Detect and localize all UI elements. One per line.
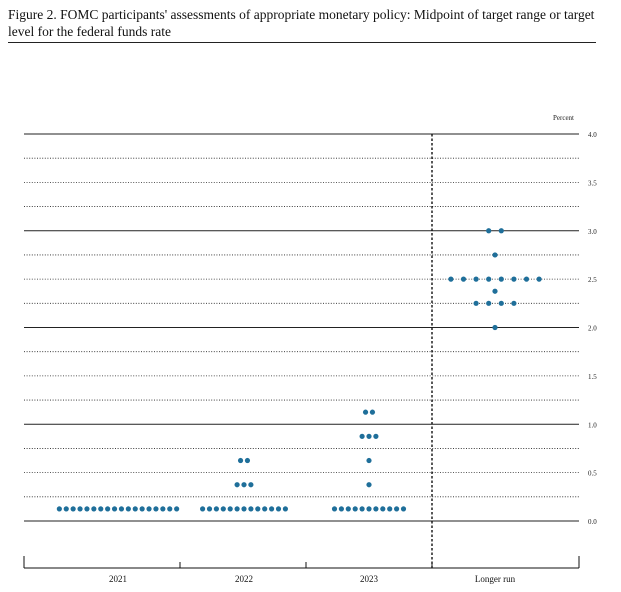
data-dot [359,506,365,512]
data-dot [220,506,226,512]
data-dot [473,276,479,282]
data-dot [366,433,372,439]
data-dot [498,228,504,234]
data-dot [248,506,254,512]
data-dot [139,506,145,512]
data-dot [153,506,159,512]
data-dot [56,506,62,512]
data-dot [98,506,104,512]
data-dot [241,506,247,512]
data-dot [269,506,275,512]
data-dot [146,506,152,512]
y-tick-label: 1.0 [588,421,597,429]
data-dot [373,433,379,439]
data-dot [380,506,386,512]
data-dot [373,506,379,512]
data-dot [345,506,351,512]
y-tick-label: 3.0 [588,228,597,236]
data-dot [118,506,125,512]
data-dot [473,300,479,306]
data-dot [105,506,111,512]
data-dot [359,433,365,439]
data-dot [248,482,254,488]
data-dot [282,506,288,512]
data-dot [167,506,173,512]
data-dot [536,276,542,282]
data-dot [111,506,118,512]
data-dot [234,506,240,512]
data-dot [132,506,138,512]
caption-rule [8,42,596,43]
x-category-label: 2023 [360,574,379,584]
data-dot [486,276,492,282]
y-tick-label: 2.0 [588,325,597,333]
data-dot [200,506,206,512]
data-dot [400,506,407,512]
data-dot [387,506,393,512]
data-dot [174,506,180,512]
data-dot [492,288,498,294]
data-dot [448,276,454,282]
y-unit-label: Percent [553,114,574,122]
data-dot [338,506,344,512]
data-dot [460,276,467,282]
data-dot [369,409,376,415]
data-dot [227,506,233,512]
data-dot [84,506,90,512]
x-category-label: 2022 [235,574,253,584]
data-dot [63,506,69,512]
y-tick-label: 0.5 [588,470,597,478]
data-dot [241,482,247,488]
data-dot [70,506,76,512]
data-dot [523,276,530,282]
data-dot [262,506,268,512]
y-tick-label: 0.0 [588,518,597,526]
data-dot [91,506,97,512]
x-category-label: Longer run [475,574,516,584]
x-category-label: 2021 [109,574,127,584]
data-dot [237,457,244,464]
figure-caption: Figure 2. FOMC participants' assessments… [8,7,595,39]
data-dot [366,482,372,488]
data-dot [275,506,282,512]
data-dot [511,276,517,282]
y-tick-label: 2.5 [588,276,597,284]
data-dot [511,300,517,306]
data-dot [352,506,358,512]
data-dot [394,506,400,512]
data-dot [160,506,166,512]
data-dot [366,506,372,512]
data-dot [486,300,492,306]
data-dot [486,228,492,234]
data-dot [331,506,338,512]
y-tick-label: 4.0 [588,131,597,139]
data-dot [492,324,498,331]
data-dot [492,252,498,258]
data-dot [362,409,369,415]
data-dot [77,506,83,512]
y-tick-label: 1.5 [588,373,597,381]
data-dot [498,300,504,306]
data-dot [125,506,131,512]
y-tick-label: 3.5 [588,179,597,187]
data-dot [366,457,372,464]
data-dot [213,506,219,512]
data-dot [255,506,261,512]
data-dot [498,276,504,282]
data-dot [234,482,240,488]
data-dot [206,506,213,512]
data-dot [244,457,251,464]
